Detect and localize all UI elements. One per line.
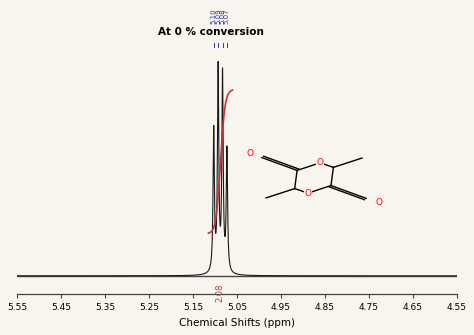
Text: 5.10: 5.10 <box>211 9 217 24</box>
Text: 5.08: 5.08 <box>219 9 226 24</box>
Text: 5.09: 5.09 <box>215 9 221 24</box>
Text: O: O <box>317 158 324 167</box>
X-axis label: Chemical Shifts (ppm): Chemical Shifts (ppm) <box>179 318 295 328</box>
Text: 2.08: 2.08 <box>216 284 225 303</box>
Text: At 0 % conversion: At 0 % conversion <box>158 26 264 37</box>
Text: O: O <box>375 198 382 207</box>
Text: O: O <box>304 189 311 198</box>
Text: O: O <box>246 149 253 157</box>
Text: 5.07: 5.07 <box>224 9 230 24</box>
